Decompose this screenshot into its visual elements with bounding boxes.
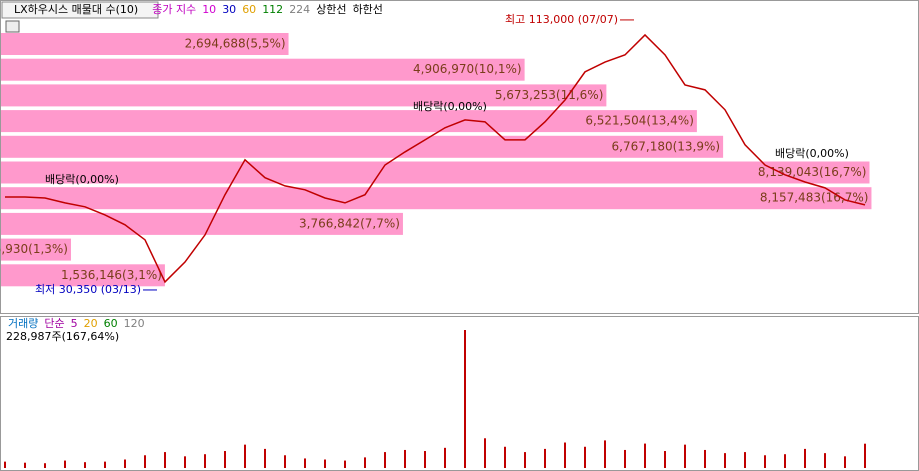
- volume-bar: [424, 451, 426, 468]
- profile-label: 1,536,146(3,1%): [61, 268, 162, 282]
- profile-label: 6,521,504(13,4%): [585, 114, 694, 128]
- price-layer: 최고 113,000 (07/07) 최저 30,350 (03/13) 배당락(0…: [5, 13, 866, 296]
- volume-bar: [604, 440, 606, 468]
- annotation: 배당락(0,00%): [45, 173, 119, 186]
- volume-bar: [484, 438, 486, 468]
- volume-bar: [584, 446, 586, 468]
- volume-bar: [244, 444, 246, 468]
- legend-entry: 하한선: [353, 2, 383, 16]
- volume-last-label: 228,987주(167,64%): [6, 330, 119, 343]
- profile-label: 8,139,043(16,7%): [758, 165, 867, 179]
- volume-bar: [404, 449, 406, 468]
- volume-bar: [4, 461, 6, 468]
- volume-bar: [384, 452, 386, 468]
- volume-bar: [224, 451, 226, 468]
- table-icon[interactable]: [5, 20, 20, 33]
- legend-label: 종가 지수: [152, 3, 196, 16]
- legend-entry: 30: [222, 3, 236, 16]
- volume-bar: [44, 463, 46, 468]
- volume-bar: [784, 454, 786, 468]
- volume-bar: [824, 453, 826, 468]
- volume-bar: [304, 458, 306, 468]
- profile-label: 5,673,253(11,6%): [495, 88, 604, 102]
- profile-label: 2,694,688(5,5%): [185, 37, 286, 51]
- profile-bar: [1, 84, 607, 107]
- profile-bar: [1, 238, 71, 261]
- volume-bar: [744, 452, 746, 468]
- legend-entry: 112: [262, 3, 283, 16]
- volume-bar: [504, 446, 506, 468]
- profile-bar: [1, 135, 724, 158]
- legend-label: 단순: [44, 317, 64, 330]
- legend-entry: 120: [124, 317, 145, 330]
- profile-label: 4,906,970(10,1%): [413, 62, 522, 76]
- volume-bar: [764, 455, 766, 468]
- volume-bar: [64, 460, 66, 468]
- volume-bar: [524, 452, 526, 468]
- legend-entry: 5: [71, 317, 78, 330]
- profile-bar: [1, 33, 289, 55]
- profile-bar: [1, 161, 870, 184]
- profile-bar: [1, 264, 165, 287]
- price-line: [5, 33, 866, 284]
- volume-bar: [544, 448, 546, 468]
- volume-bar: [164, 452, 166, 468]
- volume-panel: [0, 316, 919, 471]
- profile-bar: [1, 187, 872, 210]
- title-box: [1, 1, 159, 19]
- legend-label: 거래량: [8, 317, 38, 330]
- volume-bar: [724, 453, 726, 468]
- volume-bar: [704, 449, 706, 468]
- volume-layer: 228,987주(167,64%): [4, 330, 866, 468]
- profile-label: 3,766,842(7,7%): [299, 216, 400, 230]
- profile-bar: [1, 58, 525, 81]
- volume-bar: [124, 459, 126, 468]
- volume-bar: [644, 443, 646, 468]
- volume-bar: [664, 451, 666, 468]
- volume-bar: [864, 443, 866, 468]
- volume-bar: [24, 462, 26, 468]
- volume-bar: [264, 448, 266, 468]
- profile-label: 8,157,483(16,7%): [760, 191, 869, 205]
- legend-entry: 20: [84, 317, 98, 330]
- legend: LX하우시스 매물대 수(10) 종가 지수 10 30 60 112 224 상한선 하한선거…: [1, 1, 383, 330]
- annotation: 최고 113,000 (07/07): [505, 13, 618, 26]
- legend-entry: 60: [104, 317, 118, 330]
- volume-bar: [144, 455, 146, 468]
- legend-entry: 상한선: [316, 3, 346, 16]
- volume-bar: [204, 454, 206, 468]
- volume-bar: [104, 461, 106, 468]
- legend-entry: 10: [202, 3, 216, 16]
- profile-bar: [1, 110, 697, 133]
- volume-bar: [844, 456, 846, 468]
- volume-bar: [624, 449, 626, 468]
- volume-bar: [444, 447, 446, 468]
- volume-bar: [84, 462, 86, 468]
- annotation: 배당락(0,00%): [775, 147, 849, 160]
- volume-bar: [464, 330, 466, 468]
- annotation: 최저 30,350 (03/13): [35, 283, 141, 296]
- volume-bar: [364, 457, 366, 468]
- volume-bar: [684, 444, 686, 468]
- profile-bar: [1, 212, 403, 235]
- legend-entry: 224: [289, 3, 310, 16]
- chart-title: LX하우시스 매물대 수(10): [14, 2, 138, 16]
- legend-entry: 60: [242, 3, 256, 16]
- volume-bar: [324, 459, 326, 468]
- volume-bar: [184, 456, 186, 468]
- volume-bar: [804, 448, 806, 468]
- annotation: 배당락(0,00%): [413, 100, 487, 113]
- profile-label: 6,767,180(13,9%): [612, 139, 721, 153]
- volume-bar: [344, 460, 346, 468]
- volume-bar: [284, 455, 286, 468]
- volume-profile: 2,694,688(5,5%) 4,906,970(10,1%) 5,673,253…: [0, 33, 872, 287]
- volume-bar: [564, 442, 566, 468]
- profile-label: 655,930(1,3%): [0, 242, 68, 256]
